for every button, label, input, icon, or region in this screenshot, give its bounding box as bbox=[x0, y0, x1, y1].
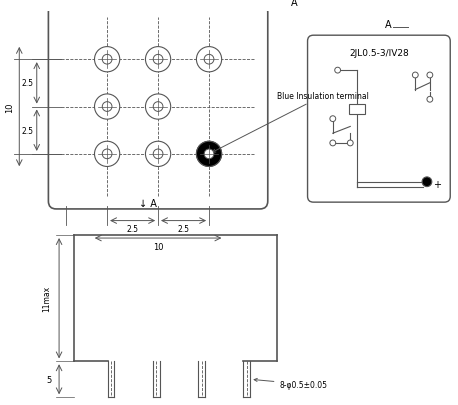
Text: 11max: 11max bbox=[42, 286, 51, 311]
Text: 2.5: 2.5 bbox=[21, 79, 33, 88]
Circle shape bbox=[422, 177, 432, 187]
Circle shape bbox=[102, 55, 112, 65]
Circle shape bbox=[94, 142, 120, 167]
Text: A: A bbox=[385, 19, 392, 30]
Bar bbox=[349, 105, 365, 115]
Circle shape bbox=[153, 102, 163, 112]
Circle shape bbox=[102, 102, 112, 112]
Text: 2JL0.5-3/IV28: 2JL0.5-3/IV28 bbox=[349, 49, 409, 58]
Text: A: A bbox=[291, 0, 297, 8]
Circle shape bbox=[102, 149, 112, 159]
Text: ↓ A: ↓ A bbox=[139, 198, 157, 209]
Text: 2.5: 2.5 bbox=[21, 126, 33, 135]
Text: +: + bbox=[433, 179, 441, 189]
Circle shape bbox=[153, 149, 163, 159]
Text: Blue Insulation terminal: Blue Insulation terminal bbox=[213, 92, 369, 153]
Circle shape bbox=[330, 117, 336, 122]
Circle shape bbox=[204, 55, 214, 65]
Circle shape bbox=[412, 73, 418, 79]
Circle shape bbox=[146, 95, 171, 120]
Circle shape bbox=[347, 141, 353, 147]
Circle shape bbox=[427, 73, 433, 79]
Circle shape bbox=[330, 141, 336, 147]
Circle shape bbox=[196, 142, 222, 167]
FancyBboxPatch shape bbox=[49, 5, 268, 209]
Circle shape bbox=[153, 55, 163, 65]
Text: 10: 10 bbox=[153, 243, 164, 252]
Circle shape bbox=[196, 142, 222, 167]
Circle shape bbox=[427, 97, 433, 103]
Circle shape bbox=[146, 47, 171, 72]
Text: 2.5: 2.5 bbox=[178, 224, 190, 233]
FancyBboxPatch shape bbox=[308, 36, 450, 202]
Text: 2.5: 2.5 bbox=[126, 224, 139, 233]
Circle shape bbox=[146, 142, 171, 167]
Circle shape bbox=[196, 47, 222, 72]
Circle shape bbox=[94, 95, 120, 120]
Circle shape bbox=[335, 68, 341, 74]
Text: 5: 5 bbox=[47, 375, 52, 384]
Text: 10: 10 bbox=[5, 102, 14, 113]
Circle shape bbox=[204, 149, 214, 159]
Text: 8-φ0.5±0.05: 8-φ0.5±0.05 bbox=[254, 378, 327, 389]
Circle shape bbox=[94, 47, 120, 72]
